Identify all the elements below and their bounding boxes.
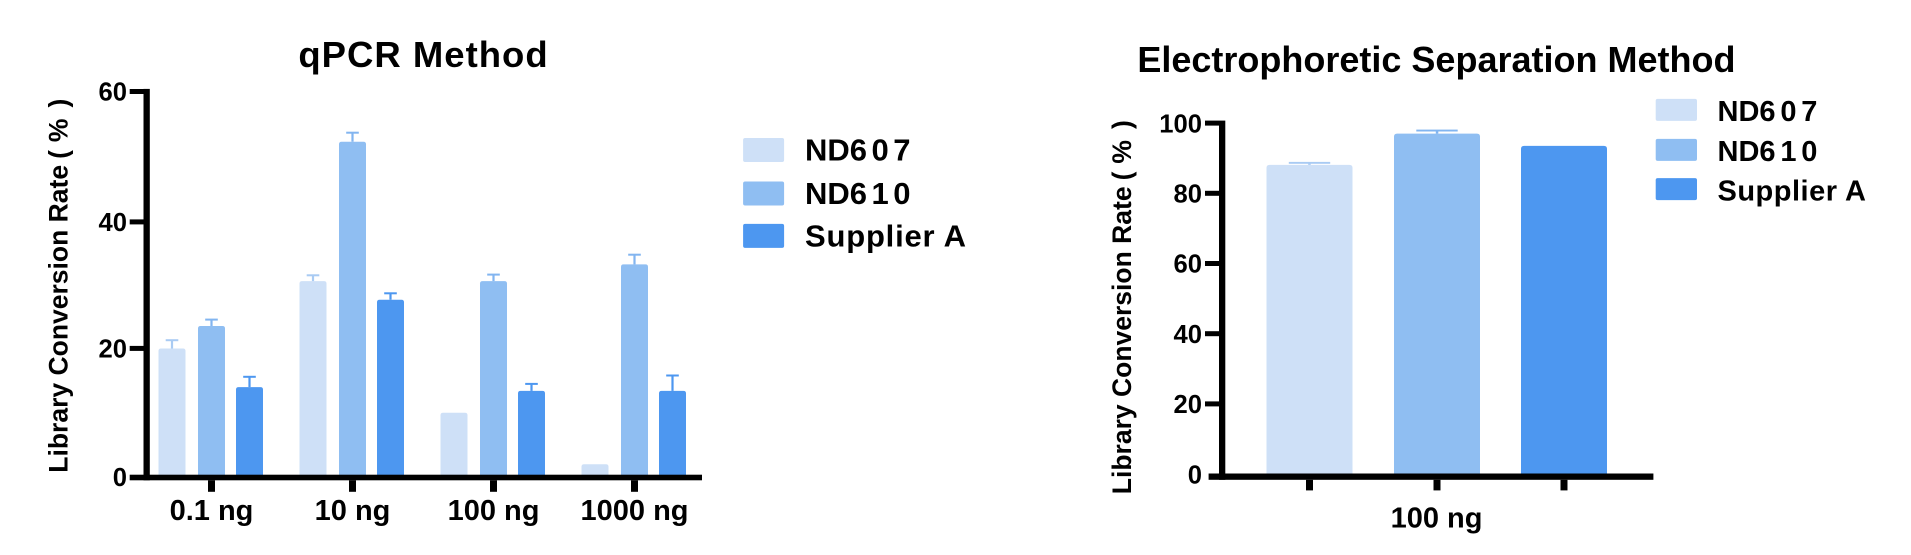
- svg-text:qPCR Method: qPCR Method: [298, 34, 548, 75]
- svg-text:40: 40: [1174, 321, 1202, 349]
- svg-text:80: 80: [1174, 181, 1202, 209]
- svg-text:20: 20: [99, 336, 127, 364]
- svg-text:100: 100: [1159, 110, 1202, 138]
- svg-text:Library Conversion Rate(%): Library Conversion Rate(%): [44, 99, 74, 473]
- svg-text:100 ng: 100 ng: [1391, 503, 1483, 535]
- svg-text:0: 0: [113, 464, 127, 492]
- svg-text:ND607: ND607: [1718, 96, 1823, 128]
- svg-text:ND610: ND610: [805, 176, 915, 211]
- svg-text:20: 20: [1174, 391, 1202, 419]
- svg-text:0.1 ng: 0.1 ng: [170, 495, 254, 527]
- svg-text:ND607: ND607: [805, 133, 915, 168]
- svg-text:Electrophoretic Separation Met: Electrophoretic Separation Method: [1137, 39, 1735, 80]
- svg-text:Supplier A: Supplier A: [1718, 175, 1867, 207]
- svg-text:40: 40: [99, 209, 127, 237]
- svg-text:100 ng: 100 ng: [448, 495, 540, 527]
- svg-text:1000 ng: 1000 ng: [581, 495, 689, 527]
- svg-text:60: 60: [99, 79, 127, 107]
- svg-text:0: 0: [1188, 461, 1202, 489]
- svg-text:60: 60: [1174, 251, 1202, 279]
- svg-text:10 ng: 10 ng: [315, 495, 391, 527]
- svg-text:ND610: ND610: [1718, 136, 1823, 168]
- svg-text:Supplier A: Supplier A: [805, 219, 967, 254]
- svg-text:Library Conversion Rate(%): Library Conversion Rate(%): [1107, 120, 1137, 494]
